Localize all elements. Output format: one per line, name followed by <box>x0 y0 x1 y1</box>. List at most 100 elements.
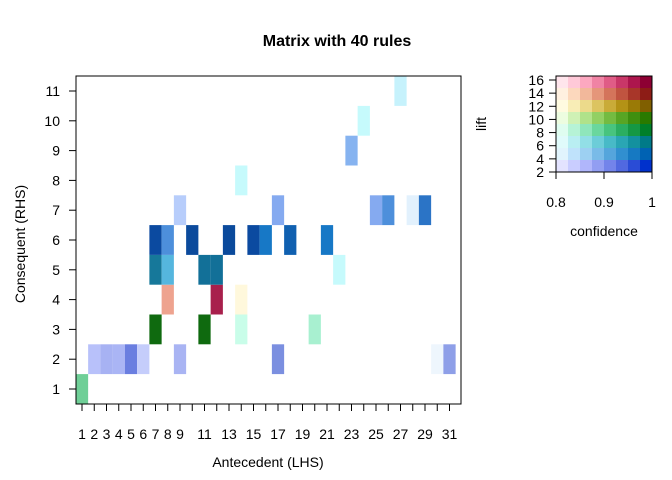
legend-cell <box>568 88 580 100</box>
x-tick-label: 13 <box>221 426 237 442</box>
matrix-cell-x8-y4 <box>161 284 174 315</box>
matrix-cell-x12-y5 <box>210 254 223 285</box>
matrix-cell-x30-y2 <box>431 344 444 375</box>
matrix-cell-x7-y6 <box>149 225 162 255</box>
legend-cell <box>556 124 568 136</box>
legend-cell <box>592 124 604 136</box>
matrix-cell-x7-y5 <box>149 254 162 285</box>
y-tick-label: 6 <box>52 232 60 248</box>
matrix-cell-x18-y6 <box>284 225 297 255</box>
x-tick-label: 23 <box>344 426 360 442</box>
legend-x-label: confidence <box>570 223 638 239</box>
legend-cell <box>640 148 652 160</box>
matrix-cell-x11-y5 <box>198 254 211 285</box>
legend-cell <box>556 148 568 160</box>
x-axis-label: Antecedent (LHS) <box>212 454 323 470</box>
x-tick-label: 27 <box>393 426 409 442</box>
legend-cell <box>616 136 628 148</box>
legend-y-tick-label: 16 <box>528 72 544 88</box>
legend-cell <box>640 112 652 124</box>
matrix-cell-x8-y6 <box>161 225 174 255</box>
legend-y-tick-label: 4 <box>536 151 544 167</box>
matrix-cell-x25-y7 <box>369 195 383 226</box>
x-tick-label: 19 <box>295 426 311 442</box>
legend-y-tick-label: 14 <box>528 85 544 101</box>
x-tick-label: 6 <box>139 426 147 442</box>
matrix-cell-x5-y2 <box>124 344 138 375</box>
matrix-cell-x13-y6 <box>222 225 236 255</box>
matrix-cell-x2-y2 <box>88 344 101 375</box>
legend-cell <box>604 148 616 160</box>
legend-cell <box>556 76 568 88</box>
x-tick-label: 5 <box>127 426 135 442</box>
x-tick-label: 1 <box>78 426 86 442</box>
legend-cell <box>580 76 592 88</box>
matrix-cell-x24-y10 <box>357 105 370 136</box>
x-tick-label: 4 <box>115 426 123 442</box>
legend-cell <box>580 136 592 148</box>
matrix-cell-x8-y5 <box>161 254 174 285</box>
heatmap-cells <box>75 76 456 404</box>
legend-y-label: lift <box>473 117 489 131</box>
legend-cell <box>592 160 604 172</box>
legend-cell <box>592 136 604 148</box>
chart-title: Matrix with 40 rules <box>263 33 412 50</box>
legend-cell <box>628 100 640 112</box>
legend-cell <box>628 76 640 88</box>
y-tick-label: 2 <box>52 351 60 367</box>
matrix-cell-x20-y3 <box>308 314 321 345</box>
legend-cell <box>568 124 580 136</box>
legend-cell <box>616 124 628 136</box>
matrix-cell-x31-y2 <box>443 344 456 375</box>
x-tick-label: 17 <box>270 426 286 442</box>
matrix-cell-x26-y7 <box>382 195 395 226</box>
legend-cell <box>604 136 616 148</box>
matrix-cell-x17-y7 <box>271 195 285 226</box>
matrix-cell-x1-y1 <box>75 374 89 404</box>
legend-x-tick-label: 1 <box>648 194 656 210</box>
legend-cell <box>628 112 640 124</box>
legend-cell <box>604 112 616 124</box>
y-tick-label: 11 <box>45 83 60 99</box>
matrix-cell-x27-y11 <box>394 76 407 106</box>
matrix-cell-x16-y6 <box>259 225 272 255</box>
matrix-cell-x14-y8 <box>235 165 248 196</box>
legend-cell <box>628 136 640 148</box>
x-tick-label: 11 <box>197 426 212 442</box>
x-tick-label: 7 <box>152 426 160 442</box>
legend-cell <box>604 76 616 88</box>
y-axis-label: Consequent (RHS) <box>12 185 28 303</box>
y-tick-label: 10 <box>44 113 60 129</box>
legend-cell <box>604 160 616 172</box>
legend-cell <box>616 160 628 172</box>
legend-cell <box>592 112 604 124</box>
matrix-cell-x15-y6 <box>247 225 260 255</box>
legend-cell <box>616 76 628 88</box>
y-tick-label: 4 <box>52 292 60 308</box>
legend-cell <box>580 160 592 172</box>
legend-cell <box>640 136 652 148</box>
legend-y-tick-label: 2 <box>536 164 544 180</box>
matrix-cell-x22-y5 <box>333 254 346 285</box>
legend-cell <box>568 112 580 124</box>
y-tick-label: 3 <box>52 321 60 337</box>
legend-cell <box>604 124 616 136</box>
x-tick-label: 15 <box>246 426 262 442</box>
matrix-cell-x28-y7 <box>406 195 419 226</box>
legend-cell <box>640 88 652 100</box>
legend-cell <box>592 88 604 100</box>
matrix-cell-x3-y2 <box>100 344 113 375</box>
legend-cell <box>628 124 640 136</box>
matrix-cell-x10-y6 <box>186 225 199 255</box>
legend-cell <box>556 136 568 148</box>
y-tick-label: 5 <box>52 262 60 278</box>
legend-cell <box>580 88 592 100</box>
y-tick-label: 9 <box>52 143 60 159</box>
matrix-cell-x9-y2 <box>173 344 187 375</box>
legend-cell <box>628 88 640 100</box>
x-tick-label: 3 <box>103 426 111 442</box>
color-legend <box>556 76 652 172</box>
x-tick-label: 8 <box>164 426 172 442</box>
legend-cell <box>604 88 616 100</box>
